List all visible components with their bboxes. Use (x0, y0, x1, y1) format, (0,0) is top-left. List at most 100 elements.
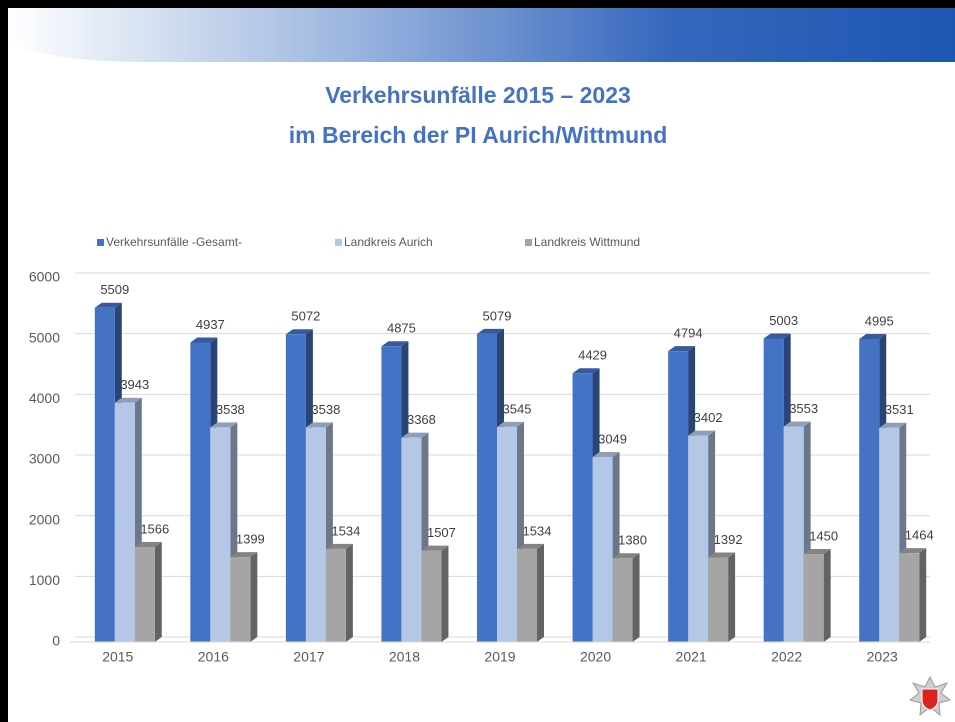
value-label: 1450 (809, 528, 838, 543)
bar (803, 554, 824, 642)
chart-subtitle: im Bereich der PI Aurich/Wittmund (289, 122, 668, 148)
value-label: 5072 (291, 309, 320, 324)
bar (688, 435, 709, 642)
x-tick-label: 2022 (771, 649, 802, 665)
bar (230, 557, 251, 642)
bar-top (230, 552, 258, 558)
bar (859, 338, 880, 642)
legend-label: Landkreis Wittmund (534, 235, 640, 249)
bar-top (572, 368, 600, 374)
bar (899, 553, 920, 642)
police-logo (908, 675, 952, 717)
bar (763, 338, 784, 642)
x-tick-label: 2023 (867, 649, 898, 665)
bar-top (708, 552, 736, 558)
x-tick-label: 2015 (102, 649, 133, 665)
bar (612, 558, 633, 642)
bar (783, 426, 804, 642)
x-tick-label: 2018 (389, 649, 420, 665)
bar-top (210, 422, 238, 428)
bar (285, 334, 306, 642)
bar-top (688, 430, 716, 436)
bar-side (537, 543, 544, 642)
value-label: 3553 (789, 401, 818, 416)
value-label: 1507 (427, 525, 456, 540)
bar-side (345, 543, 353, 642)
value-label: 3538 (216, 402, 245, 417)
bar-top (859, 333, 887, 339)
value-label: 5079 (483, 308, 512, 323)
value-label: 1534 (331, 523, 360, 538)
bar (421, 550, 442, 642)
value-label: 3368 (407, 412, 436, 427)
y-tick-label: 3000 (29, 451, 60, 467)
y-tick-label: 4000 (29, 390, 60, 406)
bar (381, 346, 402, 642)
legend-swatch (97, 239, 104, 246)
x-tick-label: 2019 (484, 649, 515, 665)
bar-side (154, 541, 162, 642)
bar (517, 548, 537, 642)
bar (497, 426, 517, 642)
bar (94, 307, 115, 642)
bar-side (441, 545, 449, 642)
bar-top (879, 422, 907, 428)
bar (477, 333, 497, 642)
bar-top (517, 543, 544, 549)
legend-label: Verkehrsunfälle -Gesamt- (106, 235, 242, 249)
y-tick-label: 6000 (29, 269, 60, 285)
bar (190, 342, 211, 642)
value-label: 3943 (120, 377, 149, 392)
x-tick-label: 2020 (580, 649, 611, 665)
value-label: 4429 (578, 348, 607, 363)
bar-side (823, 549, 831, 642)
bar (114, 402, 135, 642)
y-tick-label: 5000 (29, 329, 60, 345)
bar-top (497, 421, 524, 427)
bar-top (803, 549, 831, 555)
bar (134, 546, 155, 642)
value-label: 3402 (694, 410, 723, 425)
value-label: 4995 (865, 313, 894, 328)
bar-top (305, 422, 333, 428)
bar (325, 548, 346, 642)
bar-side (728, 552, 736, 642)
bar-top (134, 541, 162, 547)
bar-side (919, 548, 927, 642)
legend-swatch (335, 239, 342, 246)
header-band (8, 8, 955, 62)
value-label: 4937 (196, 317, 225, 332)
bar-side (250, 552, 258, 642)
x-tick-label: 2021 (676, 649, 707, 665)
x-tick-label: 2017 (293, 649, 324, 665)
bar-top (285, 329, 313, 335)
bar (305, 427, 326, 642)
bar-top (401, 432, 429, 438)
bar-top (668, 346, 696, 352)
value-label: 3049 (598, 431, 627, 446)
chart-title: Verkehrsunfälle 2015 – 2023 (325, 82, 631, 108)
x-tick-label: 2016 (198, 649, 229, 665)
y-tick-label: 2000 (29, 511, 60, 527)
y-tick-label: 0 (52, 633, 60, 649)
value-label: 3531 (885, 402, 914, 417)
bar-top (114, 397, 142, 403)
legend-swatch (525, 239, 532, 246)
bar (668, 351, 689, 642)
value-label: 1534 (523, 523, 552, 538)
bar-top (381, 341, 409, 347)
y-tick-label: 1000 (29, 572, 60, 588)
bar (708, 557, 729, 642)
value-label: 1566 (140, 521, 169, 536)
value-label: 1380 (618, 533, 647, 548)
value-label: 4794 (674, 326, 703, 341)
value-label: 5003 (769, 313, 798, 328)
bar (592, 457, 613, 642)
bar-top (592, 452, 620, 458)
value-label: 4875 (387, 321, 416, 336)
bar-top (783, 421, 811, 427)
value-label: 1392 (714, 532, 743, 547)
legend-label: Landkreis Aurich (344, 235, 433, 249)
value-label: 3545 (503, 401, 532, 416)
